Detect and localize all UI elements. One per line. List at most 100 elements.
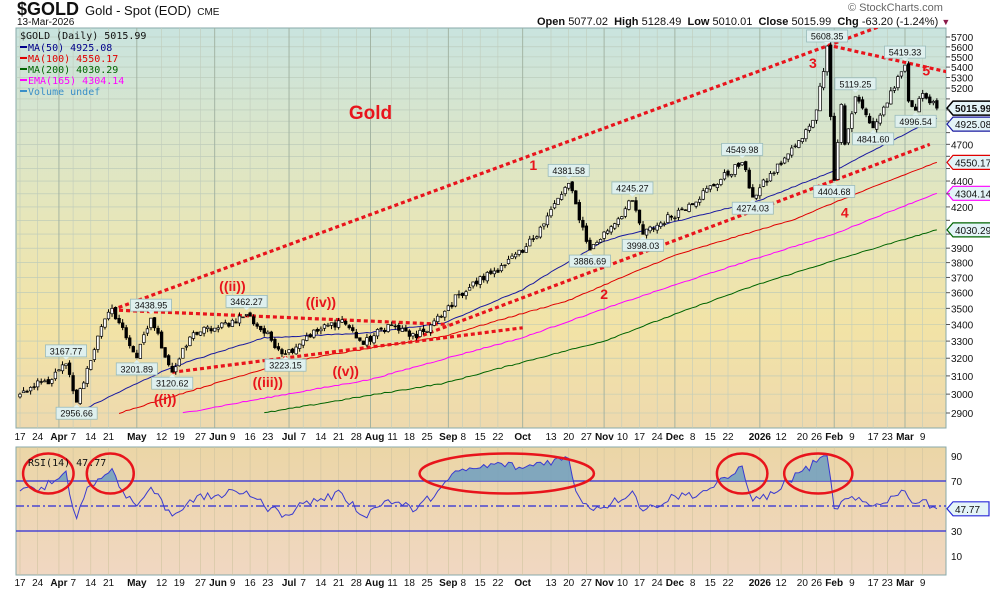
candle bbox=[290, 347, 295, 355]
value-tag-text: 47.77 bbox=[955, 505, 980, 516]
candle-up bbox=[761, 179, 766, 187]
candle bbox=[18, 392, 22, 399]
candle bbox=[906, 61, 911, 103]
candle-up bbox=[740, 162, 744, 166]
pivot-label-pointer bbox=[852, 89, 859, 93]
candle-up bbox=[418, 329, 422, 337]
pivot-label-pointer bbox=[169, 374, 176, 378]
price-tick-label: 3500 bbox=[951, 304, 974, 315]
pivot-price-label: 3167.77 bbox=[45, 344, 87, 360]
value-tag-text: 4030.29 bbox=[955, 226, 990, 237]
candle-up bbox=[917, 98, 921, 113]
legend-rsi: RSI(14) 47.77 bbox=[28, 458, 106, 469]
date-tick-label: 9 bbox=[920, 432, 926, 443]
date-tick-label: 17 bbox=[868, 578, 880, 589]
candle bbox=[747, 167, 751, 189]
candle-up bbox=[552, 203, 557, 209]
date-tick-label: 24 bbox=[32, 432, 44, 443]
candle-up bbox=[85, 368, 89, 384]
date-tick-label: May bbox=[127, 432, 147, 443]
candle-up bbox=[294, 346, 298, 355]
candle bbox=[613, 222, 617, 231]
date-tick-label: 25 bbox=[422, 578, 434, 589]
candle bbox=[205, 325, 210, 333]
date-tick-label: 24 bbox=[32, 578, 44, 589]
candle-down bbox=[581, 219, 585, 228]
candle-up bbox=[89, 360, 93, 370]
date-tick-label: 15 bbox=[705, 578, 717, 589]
candle bbox=[552, 200, 557, 210]
candle bbox=[485, 271, 489, 284]
candle-up bbox=[623, 208, 627, 217]
candle bbox=[659, 221, 663, 229]
date-tick-label: 14 bbox=[315, 578, 327, 589]
candle bbox=[885, 102, 889, 108]
pivot-price-label: 3462.27 bbox=[225, 294, 268, 311]
candle-up bbox=[142, 334, 146, 343]
pivot-label-pointer bbox=[629, 193, 636, 197]
candle bbox=[167, 354, 171, 367]
date-tick-label: Nov bbox=[595, 432, 614, 443]
candle bbox=[368, 334, 373, 345]
rsi-tick-label: 30 bbox=[951, 527, 963, 538]
date-tick-label: 8 bbox=[690, 578, 696, 589]
candle-down bbox=[475, 280, 479, 285]
price-tick-label: 5700 bbox=[951, 33, 974, 44]
candle-up bbox=[609, 226, 613, 233]
candle-up bbox=[772, 172, 776, 175]
candle-up bbox=[443, 310, 447, 318]
candle-up bbox=[729, 174, 734, 177]
candle-down bbox=[736, 162, 741, 167]
candle-up bbox=[432, 320, 436, 326]
candle-up bbox=[517, 249, 521, 255]
candle-up bbox=[818, 85, 822, 112]
candle-down bbox=[128, 337, 132, 347]
candle bbox=[142, 331, 146, 345]
candle bbox=[390, 321, 394, 327]
candle-up bbox=[644, 228, 649, 236]
date-tick-label: 8 bbox=[690, 432, 696, 443]
value-tag-box bbox=[946, 154, 990, 170]
pivot-label-text: 2956.66 bbox=[60, 409, 93, 419]
candle bbox=[542, 223, 546, 230]
candle-down bbox=[379, 327, 383, 330]
date-tick-label: 17 bbox=[634, 432, 646, 443]
candle bbox=[36, 378, 40, 391]
candle bbox=[676, 207, 681, 221]
date-tick-label: 23 bbox=[262, 578, 274, 589]
candle bbox=[811, 119, 815, 129]
date-tick-label: 28 bbox=[351, 578, 363, 589]
candle-up bbox=[846, 128, 851, 144]
candle-up bbox=[60, 364, 65, 372]
candle-up bbox=[244, 314, 249, 316]
candle-down bbox=[74, 389, 79, 403]
candle-up bbox=[478, 276, 482, 285]
date-tick-label: 24 bbox=[652, 578, 664, 589]
price-tick-label: 3900 bbox=[951, 244, 974, 255]
candle-up bbox=[319, 328, 323, 332]
candle bbox=[903, 64, 907, 73]
candle bbox=[673, 215, 677, 222]
candle-up bbox=[230, 319, 235, 327]
candle bbox=[344, 319, 348, 326]
candle-down bbox=[358, 337, 362, 341]
overlay-ma50 bbox=[76, 117, 938, 414]
candle bbox=[521, 249, 525, 254]
candle-down bbox=[259, 325, 263, 331]
candle bbox=[644, 228, 649, 239]
candle-up bbox=[559, 194, 564, 200]
rsi-panel bbox=[15, 446, 947, 576]
candle-down bbox=[333, 322, 337, 328]
candle bbox=[722, 169, 727, 181]
candle-up bbox=[807, 125, 812, 131]
price-tick-label: 3700 bbox=[951, 273, 974, 284]
candle-up bbox=[722, 172, 727, 180]
candle bbox=[365, 333, 369, 348]
price-tick-label: 3800 bbox=[951, 259, 974, 270]
candle bbox=[807, 123, 812, 133]
candle-up bbox=[885, 102, 889, 108]
candle bbox=[595, 240, 599, 245]
pivot-label-text: 3438.95 bbox=[135, 301, 168, 311]
candle-up bbox=[595, 242, 599, 245]
date-tick-label: 27 bbox=[581, 432, 593, 443]
